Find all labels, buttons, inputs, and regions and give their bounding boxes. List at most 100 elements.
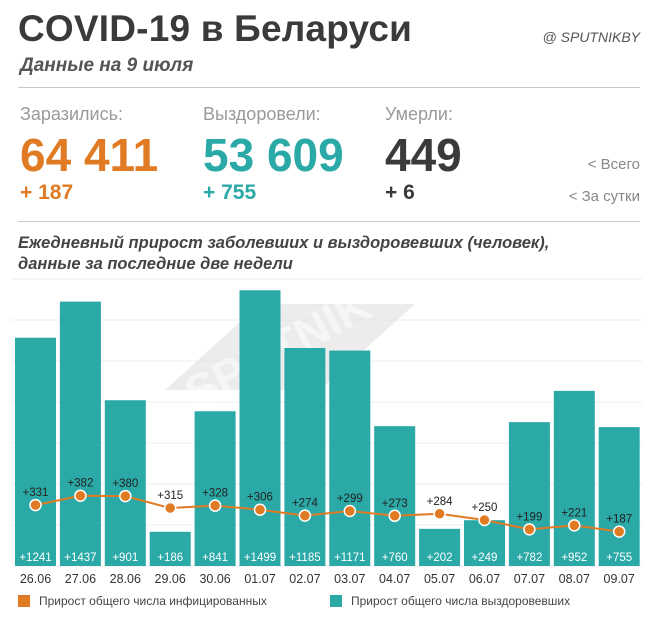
- bar-recovered-03.07: [329, 350, 371, 566]
- bar-recovered-06.07: [464, 520, 505, 566]
- bar-recovered-01.07: [239, 290, 281, 566]
- x-tick-label: 01.07: [244, 572, 275, 586]
- x-tick-label: 30.06: [199, 572, 230, 586]
- chart-title-line1: Ежедневный прирост заболевших и выздоров…: [18, 234, 550, 252]
- legend-item-recovered: Прирост общего числа выздоровевших: [330, 594, 570, 608]
- x-tick-label: 03.07: [334, 572, 365, 586]
- stats-divider: [18, 221, 640, 222]
- bar-recovered-09.07: [598, 427, 640, 566]
- stat-deaths: Умерли: 449 + 6: [385, 104, 462, 205]
- bar-recovered-07.07: [508, 422, 550, 566]
- legend-item-infected: Прирост общего числа инфицированных: [18, 594, 267, 608]
- page-title: COVID-19 в Беларуси: [18, 8, 413, 49]
- point-infected-04.07: [388, 509, 401, 523]
- bar-value-label: +1241: [19, 552, 51, 564]
- x-tick-label: 26.06: [20, 572, 51, 586]
- stat-recovered-total: 53 609: [203, 129, 344, 181]
- header-divider: [18, 87, 640, 88]
- chart-area: SPUTNIK +1241+1437+901+186+841+1499+1185…: [12, 278, 642, 586]
- bar-value-label: +901: [112, 552, 138, 564]
- stat-infected: Заразились: 64 411 + 187: [20, 104, 158, 205]
- stat-infected-label: Заразились:: [20, 104, 123, 124]
- x-tick-label: 06.07: [469, 572, 500, 586]
- bar-value-label: +841: [202, 552, 228, 564]
- bar-recovered-08.07: [553, 390, 595, 566]
- point-value-label: +199: [516, 511, 542, 523]
- point-infected-03.07: [343, 504, 357, 518]
- bar-recovered-05.07: [419, 528, 461, 566]
- point-infected-05.07: [433, 507, 446, 521]
- bar-value-label: +1185: [289, 552, 320, 564]
- bar-recovered-30.06: [194, 411, 236, 566]
- point-value-label: +274: [292, 498, 319, 510]
- bar-value-label: +782: [516, 552, 542, 564]
- stat-infected-total: 64 411: [20, 129, 159, 181]
- legend-swatch-recovered: [330, 595, 342, 607]
- bar-value-label: +186: [157, 552, 183, 564]
- x-tick-label: 28.06: [110, 572, 141, 586]
- point-value-label: +380: [112, 478, 138, 490]
- point-value-label: +382: [67, 478, 93, 490]
- bar-recovered-28.06: [104, 400, 146, 566]
- point-value-label: +221: [561, 507, 587, 519]
- point-infected-09.07: [612, 525, 626, 538]
- bar-recovered-26.06: [15, 337, 56, 566]
- x-tick-label: 02.07: [289, 572, 320, 586]
- legend-daily: < За сутки: [568, 188, 640, 205]
- stat-deaths-total: 449: [385, 129, 462, 181]
- legend-label-recovered: Прирост общего числа выздоровевших: [351, 594, 571, 608]
- line-series: +331 +382 +380 +315 +328 +306 +274 +299 +273 +284…: [23, 478, 632, 538]
- point-infected-07.07: [523, 523, 536, 536]
- x-tick-label: 27.06: [65, 572, 96, 586]
- x-axis-labels: 26.06 27.06 28.06 29.06 30.06 01.07 02.07 03.07…: [20, 572, 635, 586]
- bar-recovered-04.07: [374, 426, 416, 566]
- legend-total: < Всего: [587, 156, 640, 173]
- legend-swatch-infected: [18, 595, 30, 607]
- stat-infected-delta: + 187: [20, 181, 74, 204]
- x-tick-label: 29.06: [155, 572, 186, 586]
- point-value-label: +273: [382, 498, 408, 510]
- bar-value-label: +1171: [334, 552, 365, 564]
- point-value-label: +299: [337, 493, 363, 505]
- bar-value-label: +755: [606, 552, 632, 564]
- chart-title: Ежедневный прирост заболевших и выздоров…: [18, 233, 549, 275]
- line-infected: [35, 494, 620, 533]
- point-infected-01.07: [253, 503, 267, 516]
- point-value-label: +331: [23, 487, 49, 499]
- stat-deaths-label: Умерли:: [385, 104, 453, 124]
- x-tick-label: 09.07: [604, 572, 635, 586]
- point-value-label: +315: [157, 490, 183, 502]
- x-tick-label: 07.07: [514, 572, 545, 586]
- legend-label-infected: Прирост общего числа инфицированных: [39, 594, 267, 608]
- point-value-label: +250: [472, 502, 498, 514]
- point-value-label: +328: [202, 488, 228, 500]
- bar-recovered-02.07: [284, 347, 326, 566]
- bar-value-label: +249: [472, 552, 498, 564]
- brand-label[interactable]: @ SPUTNIKBY: [542, 29, 640, 45]
- bar-value-label: +760: [382, 552, 408, 564]
- stat-recovered: Выздоровели: 53 609 + 755: [203, 104, 344, 205]
- page-subtitle: Данные на 9 июля: [20, 55, 194, 76]
- stat-recovered-label: Выздоровели:: [203, 104, 321, 124]
- bar-recovered-29.06: [149, 531, 191, 566]
- bar-value-label: +1499: [244, 552, 276, 564]
- point-infected-29.06: [163, 501, 177, 515]
- bar-recovered-27.06: [59, 301, 101, 566]
- point-value-label: +284: [427, 496, 454, 508]
- watermark-shape: [165, 304, 415, 390]
- point-infected-02.07: [298, 509, 312, 522]
- x-tick-label: 04.07: [379, 572, 410, 586]
- point-infected-28.06: [119, 489, 132, 503]
- point-infected-27.06: [74, 489, 87, 502]
- bar-series: +1241 +1437 +901 +186 +841 +1499 +1185 +1171 +76…: [15, 290, 640, 566]
- x-tick-label: 05.07: [424, 572, 455, 586]
- bar-value-label: +202: [427, 552, 453, 564]
- point-infected-08.07: [568, 519, 581, 532]
- x-tick-label: 08.07: [559, 572, 590, 586]
- point-value-label: +187: [606, 514, 632, 526]
- stat-recovered-delta: + 755: [203, 181, 257, 204]
- point-infected-26.06: [29, 498, 42, 512]
- point-infected-06.07: [478, 513, 491, 527]
- bar-value-label: +1437: [64, 552, 96, 564]
- point-value-label: +306: [247, 492, 273, 504]
